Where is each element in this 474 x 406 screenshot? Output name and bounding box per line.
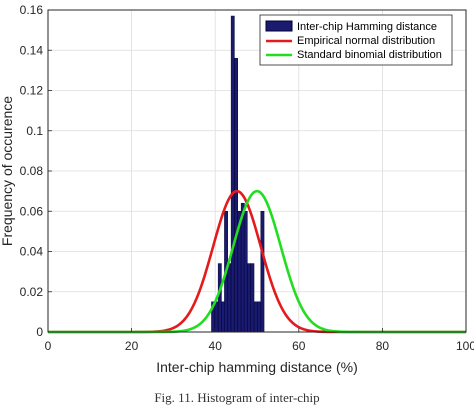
x-tick-label: 0 [45, 339, 52, 353]
x-tick-label: 40 [209, 339, 223, 353]
y-tick-label: 0.08 [20, 164, 44, 178]
y-tick-label: 0.04 [20, 245, 44, 259]
x-tick-label: 100 [456, 339, 474, 353]
legend-swatch-histogram [265, 20, 293, 32]
histogram-bar [243, 211, 248, 333]
legend-entry-normal: Empirical normal distribution [297, 35, 435, 47]
histogram-bar [230, 15, 235, 333]
histogram-bar [250, 263, 255, 333]
legend: Inter-chip Hamming distance Empirical no… [259, 14, 453, 66]
histogram-bar [247, 263, 251, 333]
y-axis-label: Frequency of occurence [0, 96, 15, 246]
histogram-bar [227, 263, 232, 333]
figure-caption: Fig. 11. Histogram of inter-chip [154, 390, 320, 405]
legend-entry-histogram: Inter-chip Hamming distance [297, 21, 437, 33]
y-tick-label: 0.1 [26, 124, 43, 138]
x-tick-label: 20 [125, 339, 139, 353]
histogram-bar [253, 301, 258, 333]
x-tick-label: 60 [292, 339, 306, 353]
histogram-bar [234, 58, 238, 333]
y-tick-label: 0.02 [20, 285, 44, 299]
y-tick-label: 0 [36, 325, 43, 339]
histogram-bar [257, 301, 261, 333]
histogram-bar [260, 211, 265, 333]
y-tick-label: 0.12 [20, 84, 44, 98]
histogram-bar [214, 301, 219, 333]
y-tick-label: 0.16 [20, 3, 44, 17]
x-tick-label: 80 [376, 339, 390, 353]
axis-ticks: 0 20 40 60 80 100 0 0.02 0.04 0.06 0.08 0.1 0.12 0.14… [20, 3, 474, 353]
legend-entry-binomial: Standard binomial distribution [297, 49, 442, 61]
x-axis-label: Inter-chip hamming distance (%) [156, 359, 358, 375]
histogram-bar [217, 263, 222, 333]
histogram-bars [211, 15, 265, 333]
y-tick-label: 0.06 [20, 204, 44, 218]
y-tick-label: 0.14 [20, 43, 44, 57]
